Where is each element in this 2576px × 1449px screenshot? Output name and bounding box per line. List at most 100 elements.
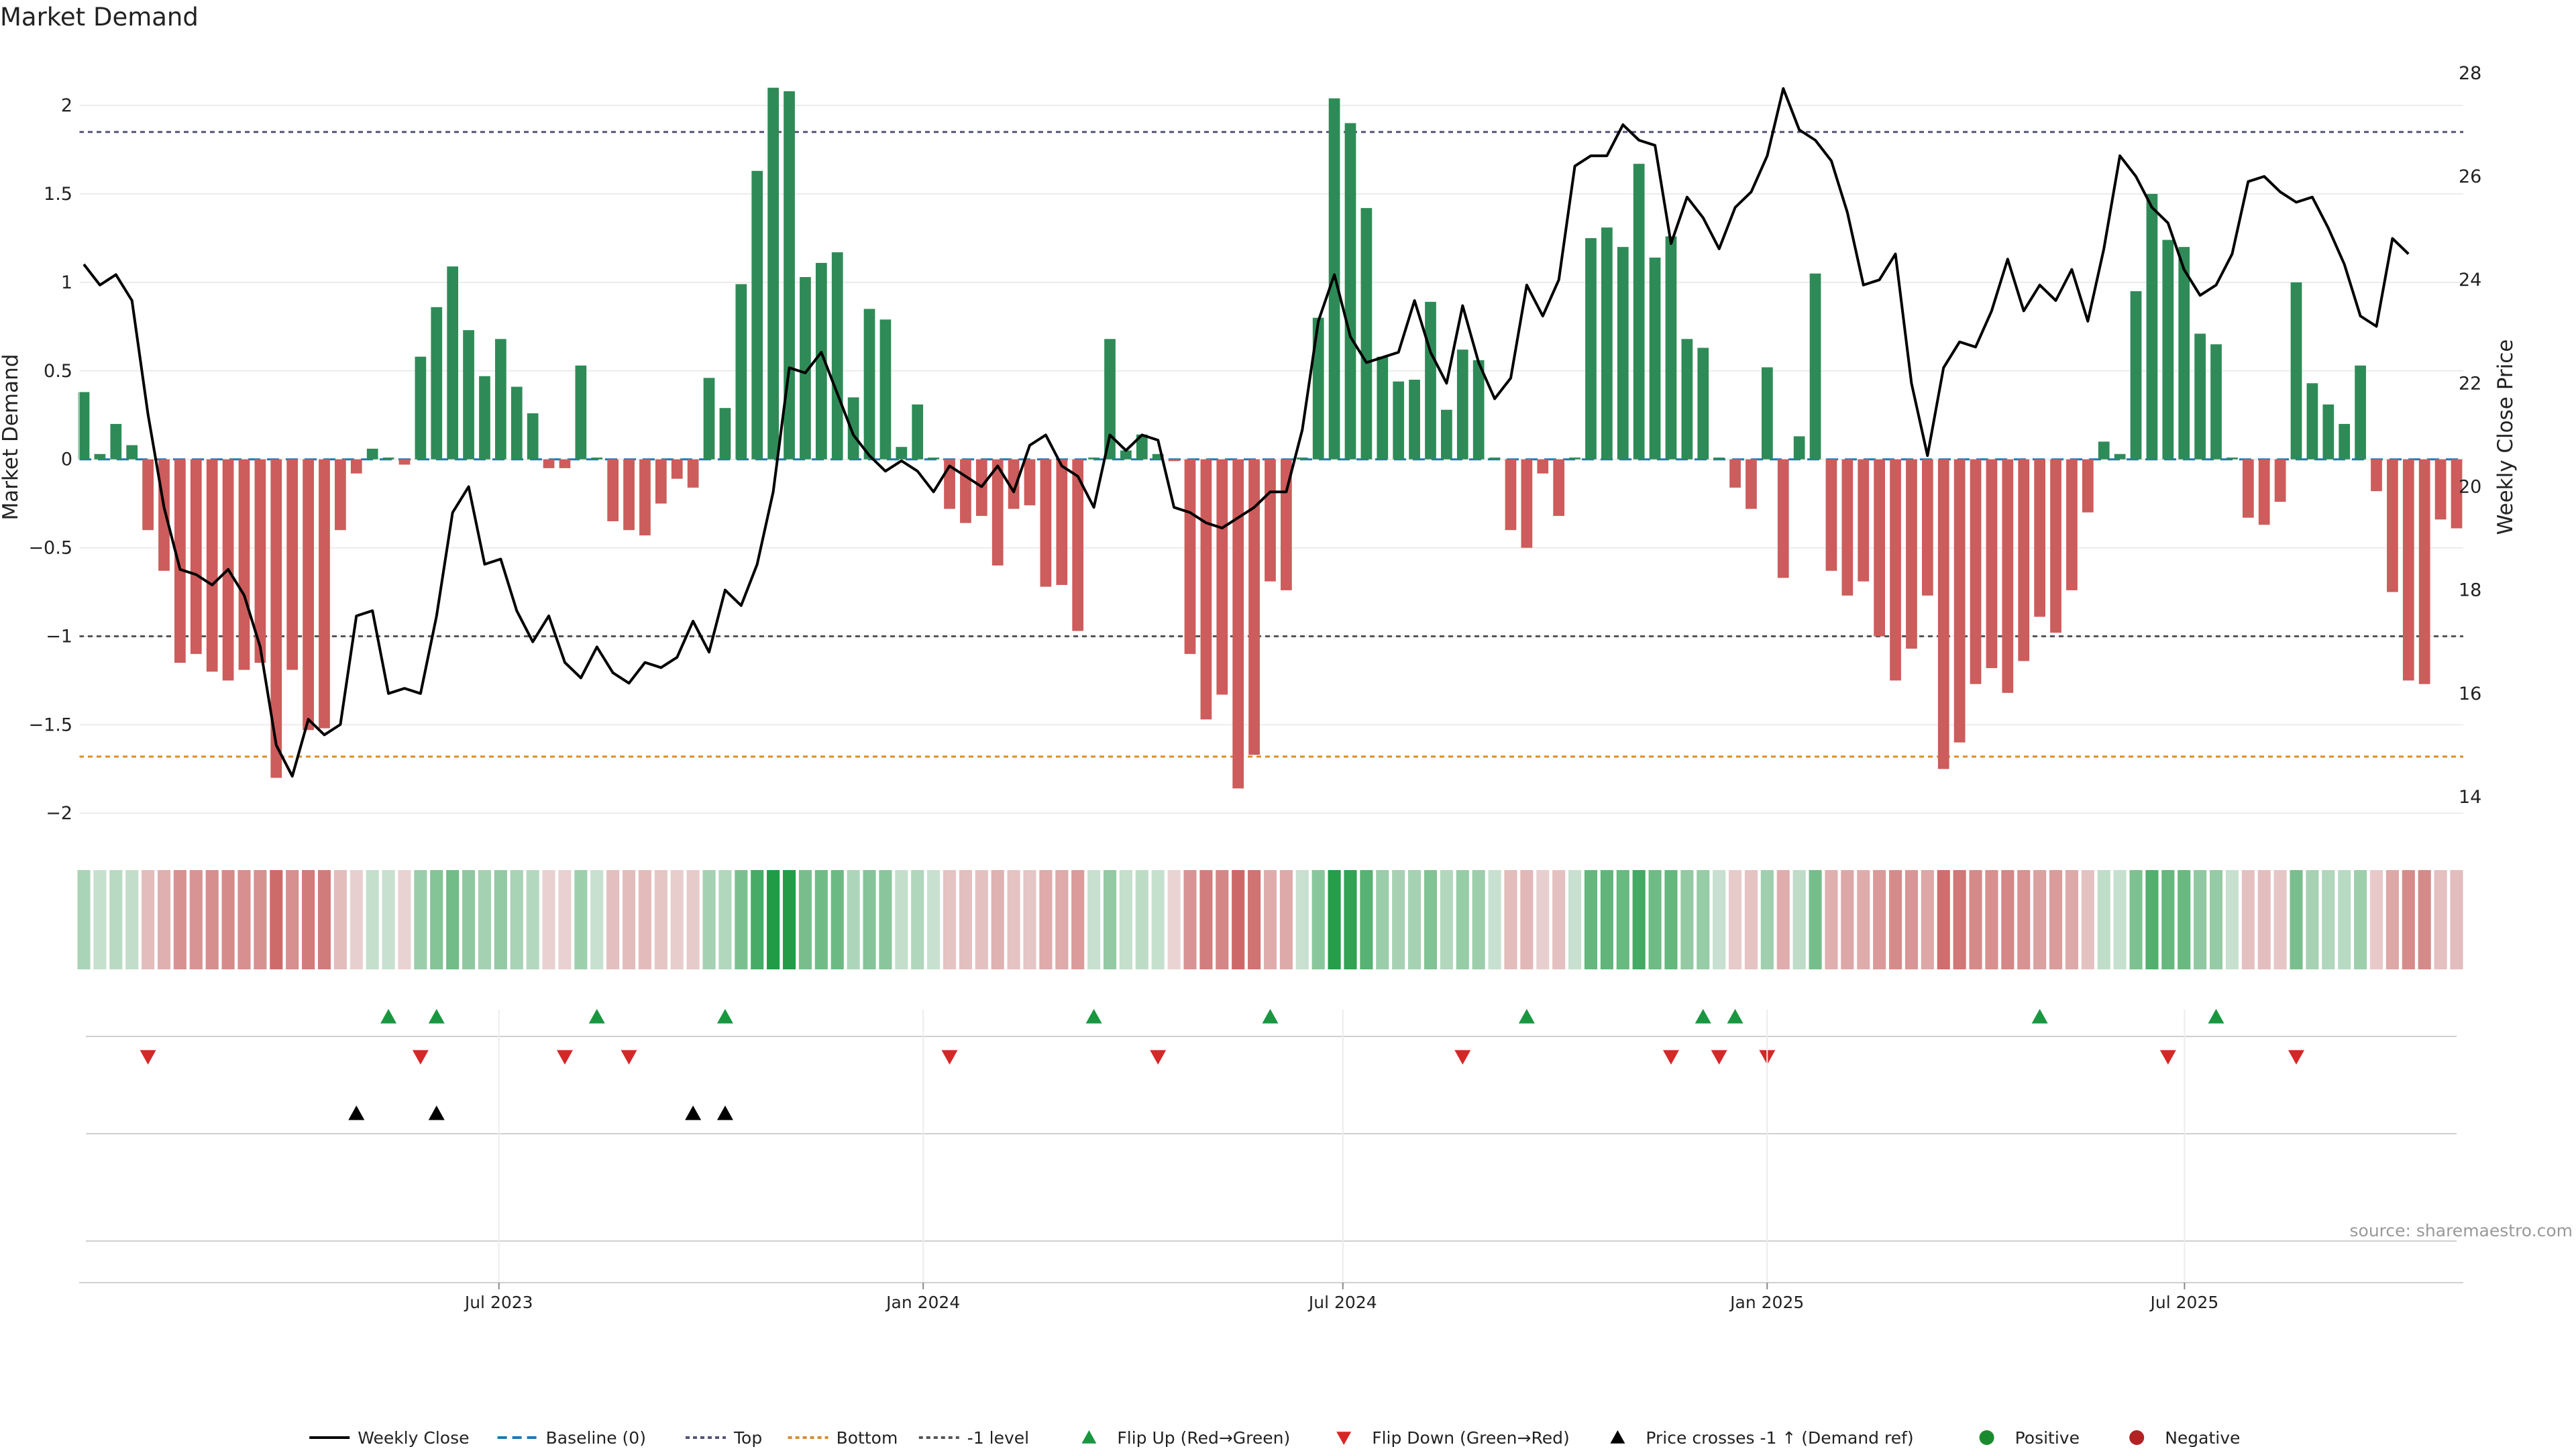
heat-cell — [751, 870, 764, 969]
source-credit: source: sharemaestro.com — [2349, 1221, 2573, 1240]
flip-up-marker — [1262, 1009, 1279, 1024]
heat-cell — [1536, 870, 1550, 969]
y2-tick-label: 14 — [2459, 787, 2481, 808]
heat-cell — [2273, 870, 2287, 969]
demand-bar — [735, 284, 747, 460]
demand-bar — [2178, 247, 2190, 460]
demand-bar — [543, 459, 555, 468]
flip-down-marker — [1711, 1050, 1727, 1065]
demand-bar — [1505, 459, 1517, 531]
heat-cell — [670, 870, 684, 969]
demand-bar — [382, 458, 394, 460]
heat-cell — [221, 870, 235, 969]
demand-bar — [431, 307, 443, 460]
demand-bar — [623, 459, 635, 531]
heat-cell — [366, 870, 379, 969]
heat-cell — [446, 870, 460, 969]
demand-bar — [703, 378, 715, 460]
demand-heat-strip — [77, 870, 2463, 969]
heat-cell — [510, 870, 523, 969]
heat-cell — [1857, 870, 1870, 969]
demand-bar — [2371, 459, 2382, 492]
heat-cell — [1263, 870, 1277, 969]
heat-cell — [1248, 870, 1261, 969]
heat-cell — [1103, 870, 1117, 969]
heat-cell — [1279, 870, 1293, 969]
heat-cell — [270, 870, 283, 969]
price-cross-marker — [716, 1106, 733, 1120]
heat-cell — [2322, 870, 2335, 969]
demand-bar — [2418, 459, 2430, 684]
flip-up-marker — [428, 1009, 445, 1024]
demand-bar — [1248, 459, 1260, 755]
x-tick-label: Jul 2025 — [2149, 1293, 2219, 1312]
heat-cell — [2434, 870, 2447, 969]
demand-bar — [1152, 453, 1164, 460]
y-axis-label: Market Demand — [0, 354, 23, 521]
demand-bar — [1441, 409, 1452, 460]
demand-bar — [2034, 459, 2045, 617]
demand-bar — [335, 459, 346, 531]
demand-bar — [719, 408, 731, 460]
x-tick-label: Jan 2025 — [1729, 1293, 1804, 1312]
heat-cell — [382, 870, 395, 969]
heat-cell — [237, 870, 251, 969]
y2-axis-label: Weekly Close Price — [2493, 339, 2518, 535]
flip-down-marker — [1662, 1050, 1679, 1065]
heat-cell — [574, 870, 588, 969]
demand-bar — [1777, 459, 1789, 578]
demand-bar — [319, 459, 330, 729]
legend-flip-down: Flip Down (Green→Red) — [1336, 1428, 1570, 1448]
demand-bar — [1024, 459, 1036, 506]
legend-flip-down-swatch — [1336, 1432, 1352, 1445]
demand-bar — [1761, 367, 1773, 460]
heat-cell — [93, 870, 107, 969]
heat-cell — [1809, 870, 1822, 969]
legend-flip-up: Flip Up (Red→Green) — [1081, 1428, 1290, 1448]
heat-cell — [302, 870, 315, 969]
y-tick-label: −2 — [46, 803, 72, 824]
y2-tick-label: 28 — [2459, 63, 2481, 84]
demand-bar — [2194, 333, 2206, 460]
heat-cell — [2033, 870, 2047, 969]
heat-cell — [638, 870, 652, 969]
demand-bar — [831, 252, 843, 460]
demand-bar — [1008, 459, 1020, 509]
heat-cell — [1744, 870, 1758, 969]
demand-bar — [2402, 459, 2414, 681]
heat-cell — [109, 870, 123, 969]
heat-cell — [1039, 870, 1053, 969]
demand-bar — [174, 459, 186, 663]
heat-cell — [1776, 870, 1790, 969]
legend-negative-label: Negative — [2165, 1428, 2240, 1448]
heat-cell — [2450, 870, 2463, 969]
heat-cell — [767, 870, 780, 969]
flip-up-marker — [380, 1009, 397, 1024]
heat-cell — [2369, 870, 2383, 969]
demand-bar — [495, 339, 506, 460]
heat-cell — [2194, 870, 2207, 969]
demand-bar — [2355, 365, 2366, 460]
demand-bar — [591, 458, 603, 460]
demand-bar — [206, 459, 218, 672]
demand-bar — [1633, 164, 1645, 460]
y2-tick-label: 20 — [2459, 476, 2481, 497]
demand-bar — [1537, 459, 1549, 474]
heat-cell — [125, 870, 139, 969]
heat-cell — [863, 870, 876, 969]
heat-cell — [1680, 870, 1694, 969]
price-cross-marker — [428, 1106, 445, 1120]
flip-down-marker — [2288, 1050, 2305, 1065]
demand-bar — [158, 459, 170, 571]
legend: Weekly Close Baseline (0) Top Bottom -1 leve… — [309, 1428, 2240, 1448]
legend-positive: Positive — [1979, 1428, 2080, 1448]
flip-up-marker — [2208, 1009, 2224, 1024]
heat-cell — [1552, 870, 1566, 969]
demand-bar — [2290, 282, 2302, 460]
legend-positive-swatch — [1979, 1430, 1994, 1445]
heat-cell — [526, 870, 539, 969]
demand-bar — [1809, 273, 1821, 460]
heat-cell — [1328, 870, 1341, 969]
flip-down-marker — [1454, 1050, 1471, 1065]
demand-bar — [1265, 459, 1276, 582]
